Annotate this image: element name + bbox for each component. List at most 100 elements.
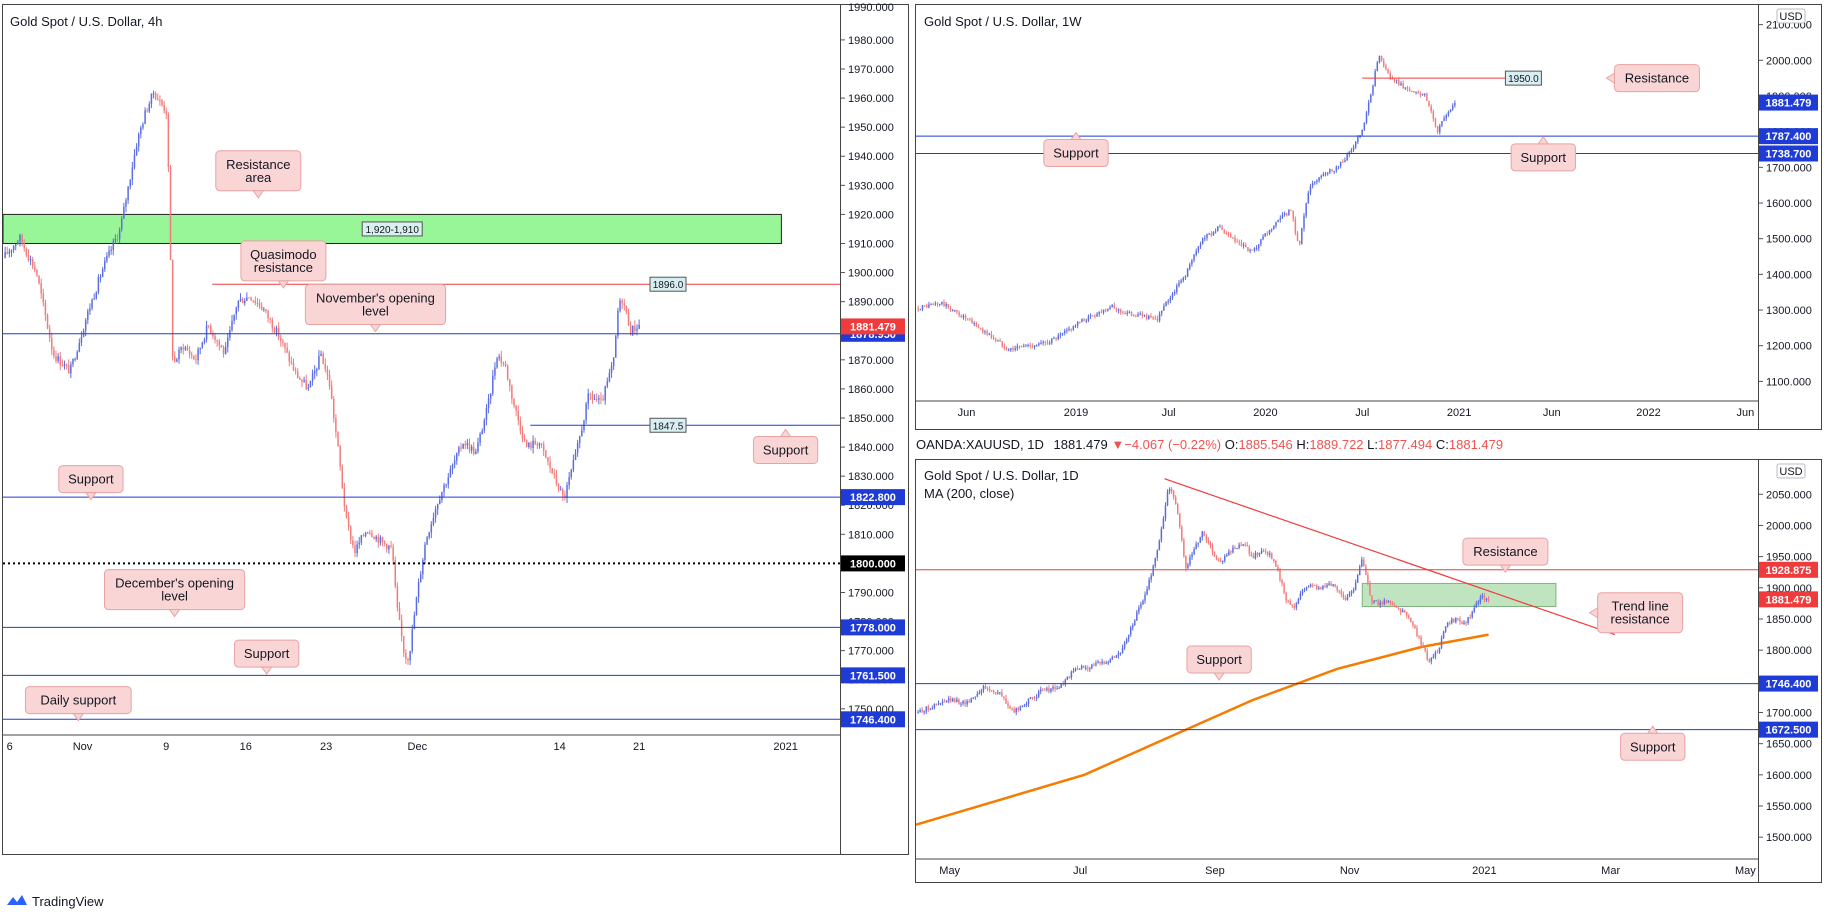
candle-body <box>341 466 344 488</box>
candle-body <box>1311 183 1314 187</box>
candle-body <box>951 310 954 312</box>
candle-body <box>1016 346 1019 349</box>
candle-body <box>1070 328 1072 330</box>
candle-body <box>1400 83 1402 85</box>
candle-body <box>1230 551 1232 553</box>
candle-body <box>1299 593 1302 600</box>
candle-body <box>1420 637 1422 645</box>
candle-body <box>1251 249 1254 251</box>
candle-body <box>547 457 549 462</box>
candle-body <box>1169 297 1172 302</box>
candle-body <box>243 300 246 303</box>
x-tick-label: 16 <box>240 741 252 753</box>
candle-body <box>1329 169 1331 173</box>
candle-body <box>1186 269 1189 277</box>
candle-body <box>148 104 151 112</box>
candle-body <box>1298 240 1301 244</box>
candle-body <box>1205 535 1208 541</box>
price-axis-tag: 1822.800 <box>850 492 896 504</box>
candle-body <box>1213 552 1216 557</box>
callout-support-text: Support <box>244 646 290 661</box>
candle-body <box>1012 348 1014 350</box>
candle-body <box>545 450 547 458</box>
candle-body <box>1011 708 1013 710</box>
candle-body <box>1228 551 1230 556</box>
candle-body <box>1428 100 1430 107</box>
price-axis-tag-bg <box>841 555 905 572</box>
candle-body <box>1352 147 1355 150</box>
candle-body <box>1357 137 1359 143</box>
candle-body <box>1152 565 1154 576</box>
candle-body <box>1101 661 1103 664</box>
candle-body <box>59 356 62 366</box>
candle-body <box>564 495 566 498</box>
candle-body <box>197 349 199 361</box>
candle-body <box>1054 686 1056 690</box>
candle-body <box>1167 301 1169 303</box>
candle-body <box>988 333 991 335</box>
line-tag-label: 1950.0 <box>1508 74 1539 85</box>
candle-body <box>1244 544 1246 546</box>
callout-support-pointer <box>1213 672 1226 681</box>
price-axis-tag-bg <box>841 667 905 684</box>
candle-body <box>254 300 257 303</box>
y-tick-label: 1960.000 <box>848 93 894 105</box>
candle-body <box>120 218 123 230</box>
y-tick-label: 1950.000 <box>1766 552 1812 564</box>
candle-body <box>1485 598 1488 600</box>
candle-body <box>188 350 191 355</box>
candle-body <box>515 405 517 411</box>
candle-body <box>973 322 975 324</box>
candle-body <box>1117 652 1120 656</box>
candle-body <box>1309 186 1312 193</box>
candle-body <box>1172 491 1175 498</box>
candle-body <box>1415 91 1417 93</box>
candle-body <box>339 446 341 467</box>
candle-body <box>1181 526 1183 541</box>
candle-body <box>943 301 945 307</box>
x-tick-label: 21 <box>633 741 645 753</box>
candle-body <box>239 298 242 301</box>
callout-quasimodo-resistance-pointer <box>277 280 290 289</box>
x-tick-label: Mar <box>1601 865 1620 877</box>
candle-body <box>1063 330 1066 334</box>
candle-body <box>63 364 66 367</box>
candle-body <box>1068 676 1071 678</box>
candle-body <box>299 378 301 380</box>
candle-body <box>1324 173 1327 175</box>
candle-body <box>962 315 965 318</box>
candle-body <box>977 326 980 328</box>
candle-body <box>1044 689 1046 691</box>
candle-body <box>405 652 407 659</box>
candle-body <box>1370 94 1372 103</box>
candle-body <box>1430 106 1432 112</box>
candle-body <box>602 398 604 401</box>
candle-body <box>1277 219 1279 222</box>
candle-body <box>146 110 148 112</box>
candle-body <box>1416 628 1418 636</box>
candle-body <box>1262 236 1264 240</box>
candle-body <box>494 367 496 376</box>
candle-body <box>1287 600 1289 602</box>
candle-body <box>352 540 354 546</box>
candle-body <box>1039 689 1042 692</box>
candle-body <box>1150 315 1152 318</box>
currency-label: USD <box>1779 466 1802 478</box>
panel-1w: 1100.000 1200.000 1300.000 1400.000 1500.000… <box>916 8 1818 419</box>
candle-body <box>195 359 197 361</box>
candle-body <box>1249 249 1251 252</box>
candle-body <box>481 430 483 435</box>
candle-body <box>51 338 53 350</box>
callout-support-text: Support <box>68 472 114 487</box>
candle-body <box>1189 557 1191 565</box>
candle-body <box>574 452 577 461</box>
candle-body <box>1201 531 1204 538</box>
callout-resistance-area-pointer <box>252 190 265 199</box>
candle-body <box>1221 226 1223 231</box>
candle-body <box>165 110 168 115</box>
open-value: 1885.546 <box>1238 437 1293 452</box>
candle-body <box>1104 309 1107 311</box>
brand-footer[interactable]: TradingView <box>6 893 104 909</box>
candle-body <box>1236 241 1238 243</box>
